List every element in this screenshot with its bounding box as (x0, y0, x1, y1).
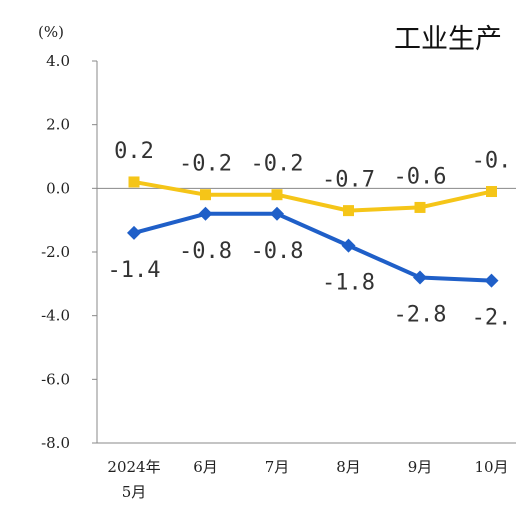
data-point-diamond (127, 225, 141, 240)
series-line (133, 179, 492, 213)
data-label: -2.8 (394, 302, 447, 327)
series-line (133, 211, 492, 283)
data-point-diamond (341, 238, 356, 253)
data-label: 0.2 (114, 139, 154, 164)
data-label: -0.2 (179, 152, 232, 177)
data-label: -2. (472, 306, 512, 331)
data-point-square (343, 205, 354, 217)
data-point-diamond (198, 206, 213, 221)
data-label: -0.8 (251, 239, 304, 264)
y-tick-label: -8.0 (41, 434, 70, 452)
data-point-square (486, 186, 497, 198)
data-label: -1.4 (108, 258, 161, 283)
x-tick-label: 2024年 5月 (107, 458, 160, 501)
y-tick-label: -2.0 (41, 243, 70, 261)
data-point-diamond (484, 273, 499, 288)
data-point-square (128, 176, 140, 188)
series-layer (127, 176, 499, 288)
data-point-square (414, 201, 426, 213)
data-point-square (200, 189, 211, 201)
y-tick-label: 4.0 (46, 52, 70, 70)
x-tick-labels: 2024年 5月 6月 7月 8月 9月 10月 (107, 458, 508, 501)
data-label: -0. (472, 149, 512, 174)
x-tick-label: 9月 (408, 458, 433, 476)
data-label: -1.8 (322, 271, 375, 296)
y-tick-label: 0.0 (46, 179, 70, 197)
chart-title: 工业生产 (394, 24, 502, 55)
data-label: -0.2 (251, 152, 304, 177)
x-tick-label: 8月 (336, 458, 361, 476)
data-label: -0.8 (179, 239, 232, 264)
data-point-diamond (413, 270, 427, 285)
y-axis-unit: (%) (38, 23, 64, 41)
x-tick-label: 7月 (265, 458, 290, 476)
data-point-diamond (270, 206, 284, 221)
data-label: -0.7 (322, 168, 375, 193)
y-tick-label: 2.0 (46, 116, 70, 134)
y-tick-labels: 4.0 2.0 0.0 -2.0 -4.0 -6.0 -8.0 (41, 52, 97, 452)
x-tick-label: 6月 (193, 458, 218, 476)
x-tick-label: 10月 (474, 458, 508, 476)
y-tick-label: -6.0 (41, 370, 70, 388)
y-tick-label: -4.0 (41, 307, 70, 325)
axes (96, 61, 516, 444)
data-label: -0.6 (394, 164, 447, 189)
data-point-square (271, 189, 283, 201)
data-labels: 0.2 -0.2 -0.2 -0.7 -0.6 -0. -1.4 -0.8 -0.8 -1.8 -2… (108, 139, 512, 331)
